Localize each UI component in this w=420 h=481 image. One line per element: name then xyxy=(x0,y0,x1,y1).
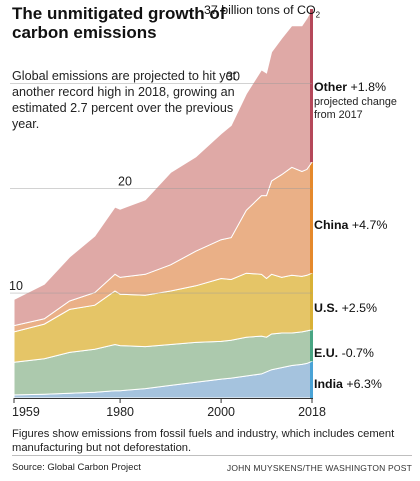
x-tick-label-1980: 1980 xyxy=(106,405,134,419)
series-name-eu: E.U. xyxy=(314,346,339,360)
series-name-other: Other xyxy=(314,80,348,94)
source-text: Source: Global Carbon Project xyxy=(12,462,141,473)
edge-bar-other xyxy=(310,9,313,163)
series-note-other: projected change from 2017 xyxy=(314,96,397,121)
gridlines: 10 20 30 xyxy=(9,69,312,294)
series-change-india: +6.3% xyxy=(346,377,382,391)
series-label-eu: E.U. -0.7% xyxy=(314,346,374,360)
edge-bar-india xyxy=(310,361,313,398)
series-label-us: U.S. +2.5% xyxy=(314,301,377,315)
series-change-us: +2.5% xyxy=(341,301,378,315)
series-label-china: China +4.7% xyxy=(314,218,387,232)
footnote: Figures show emissions from fossil fuels… xyxy=(12,428,395,454)
series-name-india: India xyxy=(314,377,343,391)
y-tick-label-30: 30 xyxy=(226,69,240,83)
total-annotation-subscript: 2 xyxy=(315,10,321,20)
area-layers xyxy=(13,8,313,399)
x-tick-label-2000: 2000 xyxy=(207,405,235,419)
series-name-china: China xyxy=(314,218,349,232)
series-name-us: U.S. xyxy=(314,301,339,315)
x-tick-label-2018: 2018 xyxy=(298,405,326,419)
y-tick-label-10: 10 xyxy=(9,279,23,293)
total-annotation-text: 37 billion tons of CO xyxy=(204,3,316,17)
chart-title: The unmitigated growth of carbon emissio… xyxy=(12,4,226,42)
x-tick-label-1959: 1959 xyxy=(12,405,40,419)
footer-divider xyxy=(12,455,412,456)
chart-subtitle: Global emissions are projected to hit ye… xyxy=(12,69,237,131)
edge-bar-eu xyxy=(310,329,313,362)
total-annotation: 37 billion tons of CO2 xyxy=(204,3,320,19)
edge-bar-us xyxy=(310,273,313,330)
credit-text: JOHN MUYSKENS/THE WASHINGTON POST xyxy=(226,463,412,473)
y-tick-label-20: 20 xyxy=(118,174,132,188)
x-axis: 1959 1980 2000 2018 xyxy=(12,398,326,419)
series-label-other: Other +1.8% xyxy=(314,80,386,94)
series-change-eu: -0.7% xyxy=(341,346,374,360)
series-label-india: India +6.3% xyxy=(314,377,382,391)
edge-bar-china xyxy=(310,162,313,274)
series-change-china: +4.7% xyxy=(351,218,388,232)
series-change-other: +1.8% xyxy=(350,80,386,94)
